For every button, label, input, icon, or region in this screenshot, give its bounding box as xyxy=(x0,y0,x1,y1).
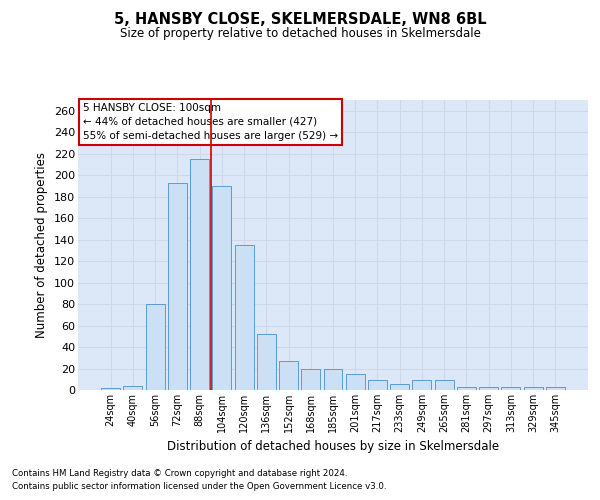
Bar xyxy=(190,159,209,390)
Text: Contains HM Land Registry data © Crown copyright and database right 2024.: Contains HM Land Registry data © Crown c… xyxy=(12,469,347,478)
Bar xyxy=(279,361,298,390)
Y-axis label: Number of detached properties: Number of detached properties xyxy=(35,152,49,338)
Bar xyxy=(479,387,498,390)
Bar xyxy=(524,387,542,390)
Bar xyxy=(235,245,254,390)
Text: Contains public sector information licensed under the Open Government Licence v3: Contains public sector information licen… xyxy=(12,482,386,491)
Bar xyxy=(390,384,409,390)
Bar xyxy=(146,304,164,390)
Bar xyxy=(257,334,276,390)
Bar xyxy=(212,186,231,390)
Bar xyxy=(412,380,431,390)
Bar xyxy=(346,374,365,390)
X-axis label: Distribution of detached houses by size in Skelmersdale: Distribution of detached houses by size … xyxy=(167,440,499,454)
Bar xyxy=(168,182,187,390)
Bar xyxy=(323,368,343,390)
Text: Size of property relative to detached houses in Skelmersdale: Size of property relative to detached ho… xyxy=(119,28,481,40)
Bar xyxy=(101,388,120,390)
Bar xyxy=(457,387,476,390)
Bar xyxy=(301,368,320,390)
Text: 5, HANSBY CLOSE, SKELMERSDALE, WN8 6BL: 5, HANSBY CLOSE, SKELMERSDALE, WN8 6BL xyxy=(113,12,487,28)
Bar xyxy=(546,387,565,390)
Bar xyxy=(124,386,142,390)
Bar xyxy=(435,380,454,390)
Bar xyxy=(502,387,520,390)
Text: 5 HANSBY CLOSE: 100sqm
← 44% of detached houses are smaller (427)
55% of semi-de: 5 HANSBY CLOSE: 100sqm ← 44% of detached… xyxy=(83,103,338,141)
Bar xyxy=(368,380,387,390)
